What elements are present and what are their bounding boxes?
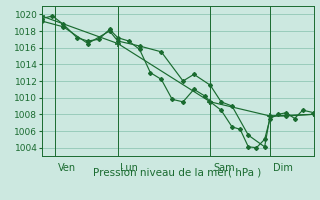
Text: Dim: Dim	[273, 163, 293, 173]
Text: Sam: Sam	[213, 163, 235, 173]
Text: Lun: Lun	[121, 163, 138, 173]
X-axis label: Pression niveau de la mer( hPa ): Pression niveau de la mer( hPa )	[93, 167, 262, 177]
Text: Ven: Ven	[58, 163, 76, 173]
